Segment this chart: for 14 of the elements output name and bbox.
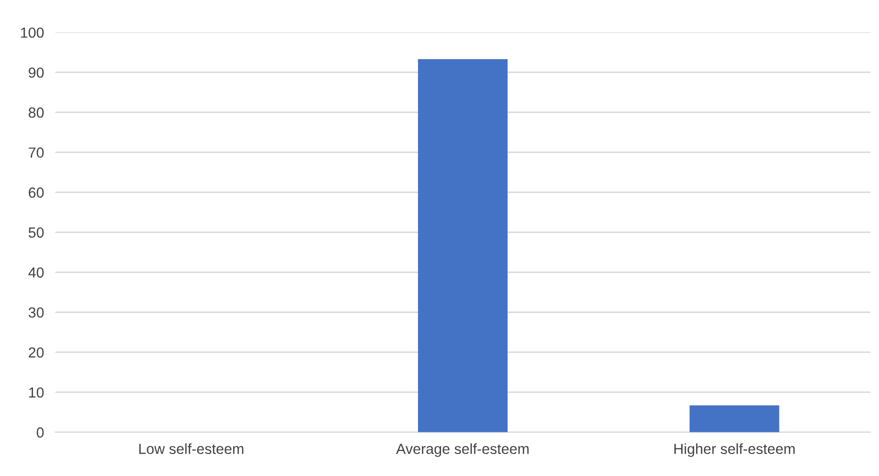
y-tick-label: 70 — [28, 147, 44, 158]
y-tick-label: 80 — [28, 107, 44, 118]
y-tick-label: 20 — [28, 347, 44, 358]
x-tick-label: Higher self-esteem — [674, 443, 795, 457]
y-tick-label: 0 — [36, 427, 44, 438]
y-tick-label: 100 — [21, 27, 44, 38]
y-tick-label: 60 — [28, 187, 44, 198]
x-tick-label: Average self-esteem — [396, 443, 529, 457]
y-tick-label: 10 — [29, 387, 44, 398]
y-tick-label: 90 — [28, 67, 44, 78]
y-tick-label: 50 — [28, 227, 44, 238]
y-tick-label: 40 — [28, 267, 44, 278]
y-tick-label: 30 — [28, 307, 44, 318]
x-tick-label: Low self-esteem — [139, 443, 244, 454]
